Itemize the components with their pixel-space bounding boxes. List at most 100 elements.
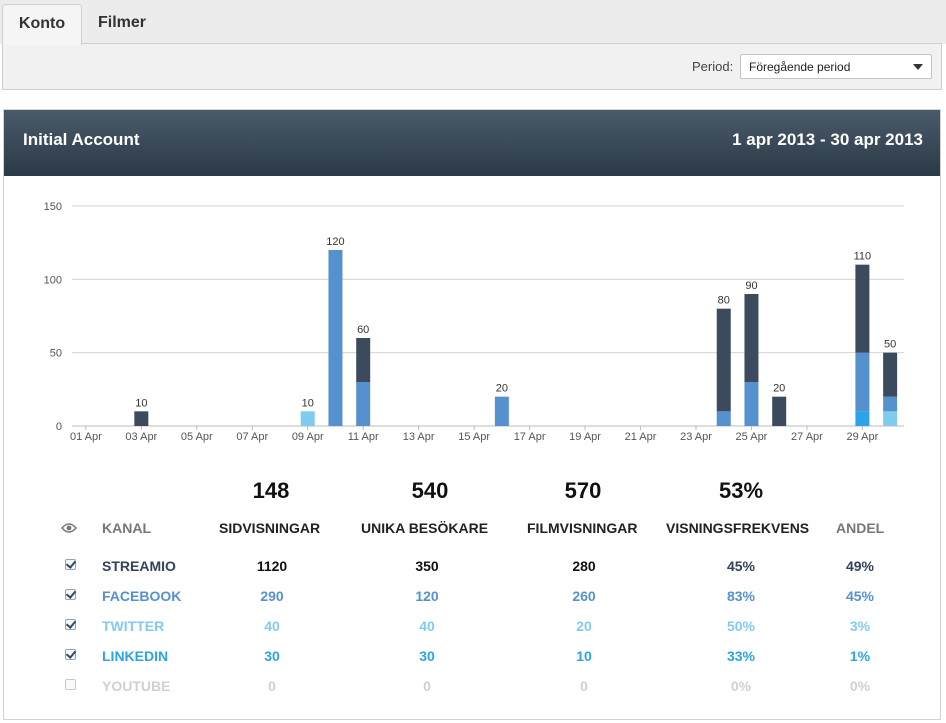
cell-unika: 40 bbox=[419, 618, 435, 634]
cell-andel: 1% bbox=[849, 648, 871, 664]
chevron-down-icon bbox=[913, 64, 923, 70]
cell-frekvens: 33% bbox=[726, 648, 756, 664]
tab-filmer[interactable]: Filmer bbox=[97, 14, 146, 31]
cell-sidvisningar: 30 bbox=[264, 648, 280, 664]
x-tick-label: 29 Apr bbox=[846, 431, 878, 443]
x-tick-label: 11 Apr bbox=[348, 431, 379, 443]
cell-unika: 0 bbox=[423, 678, 431, 694]
bar-segment-twitter bbox=[883, 411, 898, 426]
bar-value-label: 110 bbox=[854, 251, 872, 263]
table-row: STREAMIO 1120 350 280 45% 49% bbox=[0, 551, 946, 581]
check-icon bbox=[65, 558, 77, 569]
bar-segment-streamio bbox=[772, 396, 787, 426]
bar-segment-facebook bbox=[744, 382, 759, 426]
cell-unika: 30 bbox=[419, 648, 435, 664]
card-date-range: 1 apr 2013 - 30 apr 2013 bbox=[732, 130, 923, 149]
header-frekvens: VISNINGSFREKVENS bbox=[666, 520, 810, 536]
cell-frekvens: 45% bbox=[726, 558, 756, 574]
x-tick-label: 07 Apr bbox=[236, 431, 268, 443]
total-unika: 540 bbox=[411, 478, 449, 503]
check-icon bbox=[65, 618, 77, 629]
cell-filmvisningar: 10 bbox=[576, 648, 592, 664]
x-tick-label: 19 Apr bbox=[569, 431, 601, 443]
channel-name: YOUTUBE bbox=[102, 678, 171, 694]
x-tick-label: 25 Apr bbox=[736, 431, 768, 443]
cell-andel: 3% bbox=[849, 618, 871, 634]
channel-checkbox[interactable] bbox=[65, 648, 77, 660]
channel-name: LINKEDIN bbox=[102, 648, 169, 664]
bar-value-label: 90 bbox=[745, 280, 757, 292]
cell-filmvisningar: 0 bbox=[580, 678, 588, 694]
cell-filmvisningar: 260 bbox=[572, 588, 596, 604]
bar-segment-streamio bbox=[134, 411, 149, 426]
bar-value-label: 50 bbox=[884, 339, 896, 351]
tab-bar: Konto Filmer bbox=[0, 0, 946, 45]
cell-andel: 0% bbox=[849, 678, 871, 694]
y-tick-label: 50 bbox=[50, 348, 62, 360]
header-filmvisningar: FILMVISNINGAR bbox=[527, 520, 638, 536]
cell-frekvens: 0% bbox=[730, 678, 752, 694]
channel-checkbox[interactable] bbox=[65, 558, 77, 570]
total-filmvisningar: 570 bbox=[564, 478, 602, 503]
bar-value-label: 120 bbox=[326, 236, 344, 248]
cell-sidvisningar: 290 bbox=[260, 588, 284, 604]
x-tick-label: 21 Apr bbox=[625, 431, 657, 443]
cell-sidvisningar: 0 bbox=[268, 678, 276, 694]
channel-checkbox[interactable] bbox=[65, 588, 77, 600]
bar-segment-streamio bbox=[855, 264, 870, 353]
cell-unika: 120 bbox=[415, 588, 439, 604]
cell-sidvisningar: 40 bbox=[264, 618, 280, 634]
account-card: Initial Account 1 apr 2013 - 30 apr 2013 bbox=[3, 109, 941, 720]
bar-value-label: 20 bbox=[773, 383, 785, 395]
x-tick-label: 17 Apr bbox=[514, 431, 546, 443]
bar-value-label: 10 bbox=[135, 397, 147, 409]
channel-name: STREAMIO bbox=[102, 558, 176, 574]
cell-sidvisningar: 1120 bbox=[256, 558, 288, 574]
table-row: YOUTUBE 0 0 0 0% 0% bbox=[0, 671, 946, 701]
x-tick-label: 03 Apr bbox=[125, 431, 157, 443]
table-row: TWITTER 40 40 20 50% 3% bbox=[0, 611, 946, 641]
table-row: FACEBOOK 290 120 260 83% 45% bbox=[0, 581, 946, 611]
bar-value-label: 80 bbox=[718, 295, 730, 307]
check-icon bbox=[65, 588, 77, 599]
header-andel: ANDEL bbox=[836, 520, 885, 536]
bar-segment-linkedin bbox=[855, 411, 870, 426]
bar-segment-facebook bbox=[494, 396, 509, 426]
bar-segment-streamio bbox=[716, 308, 731, 412]
channel-name: FACEBOOK bbox=[102, 588, 182, 604]
cell-filmvisningar: 20 bbox=[576, 618, 592, 634]
card-header: Initial Account 1 apr 2013 - 30 apr 2013 bbox=[4, 110, 940, 176]
bar-value-label: 60 bbox=[357, 324, 369, 336]
channel-checkbox[interactable] bbox=[65, 679, 76, 690]
cell-frekvens: 83% bbox=[726, 588, 756, 604]
y-tick-label: 0 bbox=[56, 421, 62, 433]
cell-andel: 49% bbox=[845, 558, 875, 574]
period-select[interactable]: Föregående period bbox=[740, 54, 932, 79]
y-tick-label: 100 bbox=[44, 274, 62, 286]
bar-segment-streamio bbox=[883, 352, 898, 397]
x-tick-label: 23 Apr bbox=[680, 431, 712, 443]
x-tick-label: 05 Apr bbox=[181, 431, 213, 443]
channel-name: TWITTER bbox=[102, 618, 165, 634]
bar-segment-facebook bbox=[716, 411, 731, 426]
x-tick-label: 27 Apr bbox=[791, 431, 823, 443]
table-row: LINKEDIN 30 30 10 33% 1% bbox=[0, 641, 946, 671]
x-tick-label: 13 Apr bbox=[403, 431, 435, 443]
bar-segment-facebook bbox=[356, 382, 371, 426]
cell-frekvens: 50% bbox=[726, 618, 756, 634]
bar-segment-facebook bbox=[883, 396, 898, 412]
x-tick-label: 09 Apr bbox=[292, 431, 324, 443]
y-tick-label: 150 bbox=[44, 201, 62, 213]
header-unika: UNIKA BESÖKARE bbox=[361, 520, 489, 536]
total-frekvens: 53% bbox=[718, 478, 764, 503]
x-tick-label: 15 Apr bbox=[458, 431, 490, 443]
cell-unika: 350 bbox=[415, 558, 439, 574]
bar-segment-twitter bbox=[300, 411, 315, 426]
bar-segment-facebook bbox=[328, 250, 343, 426]
bar-segment-streamio bbox=[744, 294, 759, 382]
check-icon bbox=[65, 648, 77, 659]
eye-icon[interactable] bbox=[61, 522, 77, 534]
bar-segment-streamio bbox=[356, 338, 371, 382]
channel-checkbox[interactable] bbox=[65, 618, 77, 630]
tab-konto[interactable]: Konto bbox=[2, 4, 82, 45]
